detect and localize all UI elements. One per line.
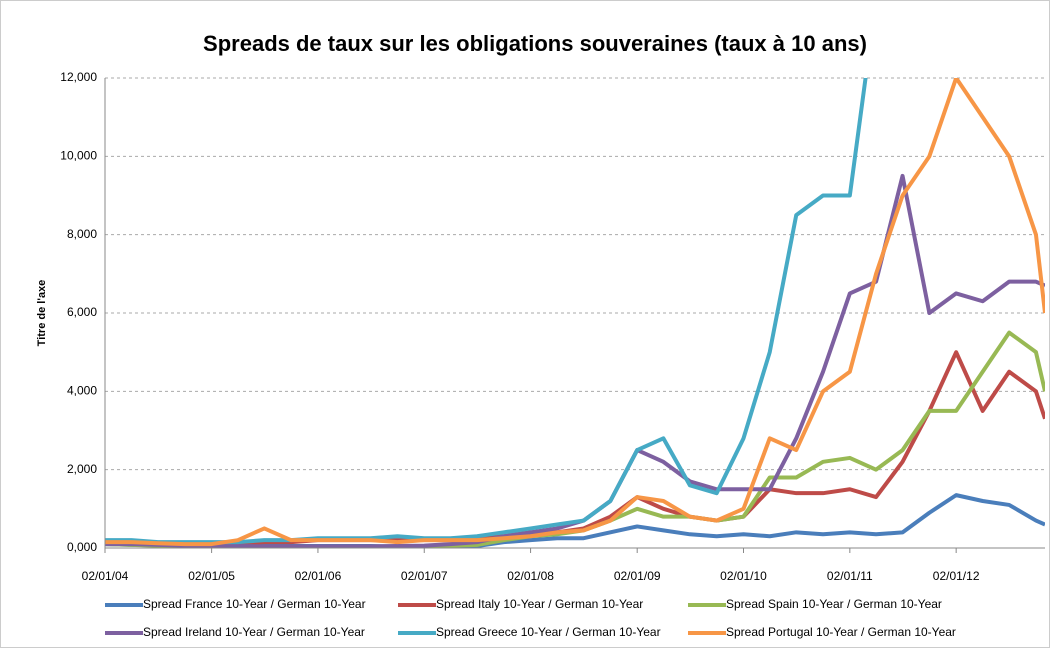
y-tick-label: 12,000 [60,70,97,84]
x-tick-label: 02/01/12 [933,569,980,583]
series-line [105,78,868,545]
legend-label: Spread Portugal 10-Year / German 10-Year [726,625,956,639]
y-tick-label: 8,000 [67,227,97,241]
x-tick-label: 02/01/06 [295,569,342,583]
x-tick-label: 02/01/05 [188,569,235,583]
x-tick-label: 02/01/11 [827,569,873,583]
series-line [105,78,1045,547]
x-tick-label: 02/01/04 [82,569,129,583]
legend-label: Spread Greece 10-Year / German 10-Year [436,625,661,639]
y-tick-label: 0,000 [67,540,97,554]
y-tick-label: 10,000 [60,149,97,163]
x-tick-label: 02/01/09 [614,569,661,583]
legend-label: Spread Ireland 10-Year / German 10-Year [143,625,365,639]
x-tick-label: 02/01/08 [507,569,554,583]
y-tick-label: 6,000 [67,305,97,319]
y-axis-title: Titre de l'axe [36,280,48,347]
legend-label: Spread Spain 10-Year / German 10-Year [726,597,942,611]
legend-label: Spread Italy 10-Year / German 10-Year [436,597,643,611]
chart-title: Spreads de taux sur les obligations souv… [203,31,867,56]
y-tick-label: 2,000 [67,462,97,476]
legend-label: Spread France 10-Year / German 10-Year [143,597,366,611]
y-tick-label: 4,000 [67,384,97,398]
x-tick-label: 02/01/07 [401,569,448,583]
x-tick-label: 02/01/10 [720,569,767,583]
